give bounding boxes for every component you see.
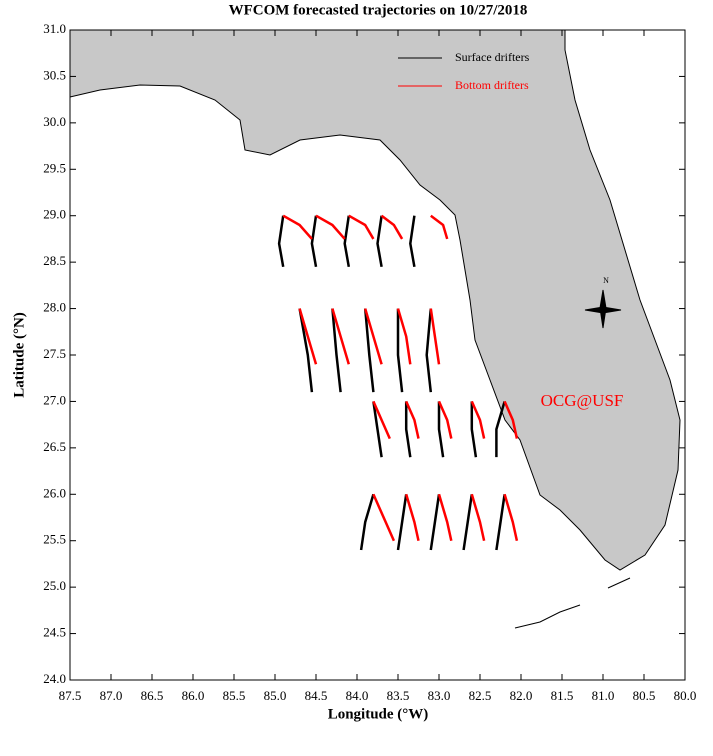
x-tick-label: 84.5	[305, 688, 328, 703]
y-tick-label: 27.5	[43, 346, 66, 361]
trajectory	[363, 308, 375, 393]
land	[69, 29, 681, 571]
trajectory	[331, 308, 342, 393]
trajectory	[470, 400, 486, 439]
x-tick-label: 82.0	[510, 688, 533, 703]
trajectory	[310, 215, 318, 268]
annotation: OCG@USF	[541, 391, 624, 410]
x-tick-label: 85.5	[223, 688, 246, 703]
trajectory	[372, 493, 396, 542]
trajectory	[437, 401, 445, 458]
y-tick-label: 24.0	[43, 671, 66, 686]
trajectory	[430, 214, 449, 240]
x-tick-label: 87.0	[100, 688, 123, 703]
trajectory	[437, 493, 453, 541]
legend-label: Surface drifters	[455, 50, 530, 64]
x-tick-label: 81.5	[551, 688, 574, 703]
trajectory	[282, 214, 313, 240]
trajectory	[429, 494, 441, 551]
compass-n: N	[603, 276, 609, 285]
y-tick-label: 25.5	[43, 532, 66, 547]
x-axis-label: Longitude (°W)	[328, 706, 429, 722]
trajectory	[495, 494, 506, 551]
keys	[514, 577, 631, 629]
y-tick-label: 26.0	[43, 485, 66, 500]
compass	[584, 289, 622, 329]
trajectory	[331, 308, 350, 365]
trajectory	[470, 493, 486, 541]
x-tick-label: 84.0	[346, 688, 369, 703]
x-tick-label: 80.5	[633, 688, 656, 703]
trajectory	[404, 401, 412, 458]
trajectory	[396, 308, 404, 393]
trajectory	[372, 400, 391, 440]
trajectory	[405, 400, 420, 439]
x-tick-label: 82.5	[469, 688, 492, 703]
y-tick-label: 26.5	[43, 439, 66, 454]
y-tick-label: 28.5	[43, 253, 66, 268]
trajectory	[429, 308, 441, 365]
trajectory	[405, 493, 420, 541]
y-tick-label: 28.0	[43, 300, 66, 315]
x-tick-label: 83.5	[387, 688, 410, 703]
trajectory	[380, 214, 404, 240]
trajectory	[315, 214, 346, 240]
x-tick-label: 83.0	[428, 688, 451, 703]
trajectory	[409, 215, 416, 268]
trajectory	[396, 308, 412, 365]
x-tick-label: 81.0	[592, 688, 615, 703]
trajectory	[503, 493, 519, 541]
trajectory	[425, 308, 433, 393]
trajectory	[298, 308, 314, 393]
trajectory	[348, 214, 375, 240]
trajectory	[359, 493, 375, 551]
trajectory	[396, 494, 408, 551]
x-tick-label: 86.0	[182, 688, 205, 703]
trajectory	[298, 308, 318, 365]
y-tick-label: 31.0	[43, 21, 66, 36]
trajectory	[437, 400, 453, 439]
trajectory	[503, 400, 519, 439]
y-tick-label: 30.0	[43, 114, 66, 129]
y-tick-label: 24.5	[43, 625, 66, 640]
trajectory	[462, 494, 474, 551]
y-tick-label: 29.0	[43, 207, 66, 222]
legend-label: Bottom drifters	[455, 78, 529, 92]
y-axis-label: Latitude (°N)	[11, 312, 27, 398]
trajectory	[470, 401, 478, 458]
x-tick-label: 86.5	[141, 688, 164, 703]
y-tick-label: 27.0	[43, 392, 66, 407]
trajectory	[277, 215, 285, 268]
x-tick-label: 85.0	[264, 688, 287, 703]
chart-title: WFCOM forecasted trajectories on 10/27/2…	[229, 2, 528, 18]
y-tick-label: 29.5	[43, 160, 66, 175]
trajectory	[343, 215, 351, 268]
y-tick-label: 30.5	[43, 67, 66, 82]
y-tick-label: 25.0	[43, 578, 66, 593]
trajectory	[372, 401, 383, 458]
trajectory	[495, 401, 506, 458]
trajectory	[364, 308, 383, 365]
trajectory	[376, 215, 383, 268]
x-tick-label: 80.0	[674, 688, 697, 703]
x-tick-label: 87.5	[59, 688, 82, 703]
